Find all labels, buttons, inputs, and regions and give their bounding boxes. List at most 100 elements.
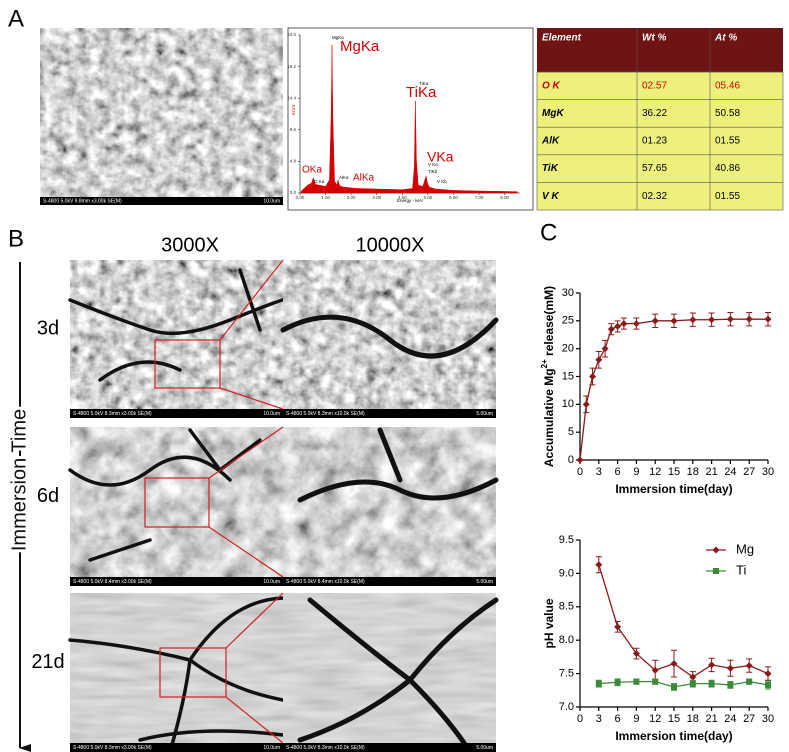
table-cell: MgK [542, 108, 564, 119]
y-tick-label: 7.0 [559, 701, 574, 713]
x-tick-label: 0.00 [296, 195, 305, 200]
table-cell: 50.58 [715, 108, 740, 119]
zoom-line [208, 426, 284, 479]
zoom-line [219, 387, 284, 410]
caption-bar [70, 743, 283, 752]
marker [633, 678, 640, 685]
sem-image [70, 260, 283, 418]
table-cell: V K [542, 191, 559, 202]
marker [689, 673, 697, 681]
marker [764, 315, 772, 323]
zoom-line [225, 696, 284, 744]
peak-label: OKa [302, 165, 322, 176]
sem-caption: S-4800 5.0kV 8.3mm x3.00k SE(M) [73, 411, 152, 417]
x-tick-label: 30 [762, 713, 774, 725]
y-tick-label: 4.8 [290, 159, 297, 164]
spectrum [301, 44, 518, 194]
marker [671, 683, 677, 690]
sem-scale: 10.0um [263, 745, 280, 751]
zoom-box [159, 647, 227, 698]
x-tick-label: 21 [705, 713, 717, 725]
x-tick-label: 21 [705, 466, 717, 478]
line-label: MgKa [332, 35, 344, 40]
x-tick-label: 9 [633, 713, 639, 725]
y-axis-label: pH value [542, 598, 556, 648]
sem-caption: S-4800 5.0kV 8.3mm x10.0k SE(M) [286, 411, 365, 417]
x-tick-label: 3 [596, 466, 602, 478]
crack [280, 314, 499, 359]
x-tick-label: 6 [615, 466, 621, 478]
x-tick-label: 6.00 [449, 195, 458, 200]
x-tick-label: 3 [596, 713, 602, 725]
table-cell: 01.55 [715, 136, 740, 147]
y-tick-label: 0 [568, 454, 574, 466]
x-tick-label: 3.00 [372, 195, 381, 200]
line-label: TiKa [419, 81, 429, 86]
y-tick-label: 15 [562, 370, 574, 382]
x-tick-label: 4.00 [398, 195, 407, 200]
y-tick-label: 5 [568, 426, 574, 438]
x-axis-label: Energy - keV [397, 198, 423, 203]
x-tick-label: 7.00 [475, 195, 484, 200]
marker [614, 322, 622, 330]
x-tick-label: 2.00 [347, 195, 356, 200]
marker [595, 680, 602, 687]
marker [607, 325, 615, 333]
zoom-line [219, 259, 284, 341]
marker [745, 662, 753, 670]
marker [708, 316, 716, 324]
marker [651, 317, 659, 325]
y-axis-label: KCnt [291, 104, 296, 115]
sem-scale: 5.00um [476, 745, 493, 751]
marker [576, 456, 584, 464]
marker [632, 650, 640, 658]
marker [746, 678, 753, 685]
y-tick-label: 25 [562, 315, 574, 327]
panel-label: A [8, 5, 24, 32]
line-label: O Ka [314, 179, 325, 184]
table-cell: 40.86 [715, 163, 740, 174]
table-cell: 01.55 [715, 191, 740, 202]
x-tick-label: 15 [668, 466, 680, 478]
peak-label: MgKa [340, 38, 380, 55]
y-tick-label: 19.2 [287, 64, 296, 69]
caption-bar [70, 409, 283, 418]
y-tick-label: 30 [562, 287, 574, 299]
eds-frame [287, 27, 534, 211]
marker [689, 680, 696, 687]
crack [68, 268, 285, 382]
x-tick-label: 1.00 [321, 195, 330, 200]
x-axis-label: Immersion time(day) [615, 482, 732, 496]
x-tick-label: 24 [724, 466, 736, 478]
line-label: AlKa [339, 175, 349, 180]
x-tick-label: 12 [649, 466, 661, 478]
y-tick-label: 9.6 [290, 127, 297, 132]
crack [297, 427, 499, 503]
sem-caption: S-4800 5.0kV 8.3mm x10.0k SE(M) [286, 745, 365, 751]
marker [582, 400, 590, 408]
table-cell: 02.57 [642, 80, 667, 91]
panel-label: C [540, 219, 557, 246]
marker [620, 320, 628, 328]
line-label: V Kb [437, 179, 447, 184]
marker [670, 660, 678, 668]
caption-bar [70, 577, 283, 586]
axis-label: Immersion Time [8, 409, 30, 551]
table-cell: 36.22 [642, 108, 667, 119]
peak-label: AlKa [353, 173, 375, 184]
x-tick-label: 18 [687, 713, 699, 725]
caption-bar [283, 409, 496, 418]
sem-caption: S-4800 5.0kV 8.4mm x10.0k SE(M) [286, 579, 365, 585]
y-axis-label-part: release(mM) [542, 286, 556, 359]
marker [764, 670, 772, 678]
marker [765, 681, 771, 688]
x-tick-label: 9 [633, 466, 639, 478]
marker [708, 680, 715, 687]
marker [670, 317, 678, 325]
y-axis-label-part: 2+ [540, 359, 549, 368]
column-label: 3000X [161, 234, 219, 256]
x-tick-label: 24 [724, 713, 736, 725]
line-label: TiKb [428, 169, 438, 174]
marker [689, 316, 697, 324]
